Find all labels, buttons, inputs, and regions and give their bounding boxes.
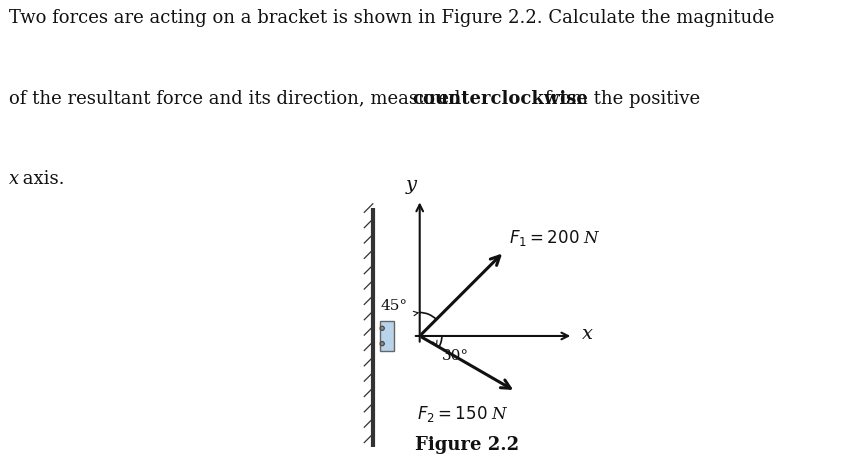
Text: Figure 2.2: Figure 2.2 (415, 436, 519, 454)
Text: of the resultant force and its direction, measured: of the resultant force and its direction… (9, 90, 466, 107)
Text: 45°: 45° (381, 299, 408, 313)
Text: counterclockwise: counterclockwise (413, 90, 588, 107)
Text: x: x (9, 170, 19, 188)
Text: x: x (581, 325, 593, 343)
Circle shape (380, 341, 384, 346)
Bar (380, 321, 394, 351)
Text: $F_1 = 200$ N: $F_1 = 200$ N (509, 228, 601, 248)
Text: $F_2 = 150$ N: $F_2 = 150$ N (417, 404, 509, 424)
Circle shape (380, 326, 384, 331)
Text: axis.: axis. (16, 170, 64, 188)
Text: y: y (406, 175, 417, 194)
Text: Two forces are acting on a bracket is shown in Figure 2.2. Calculate the magnitu: Two forces are acting on a bracket is sh… (9, 9, 774, 27)
Text: 30°: 30° (442, 348, 469, 363)
Text: from the positive: from the positive (539, 90, 701, 107)
